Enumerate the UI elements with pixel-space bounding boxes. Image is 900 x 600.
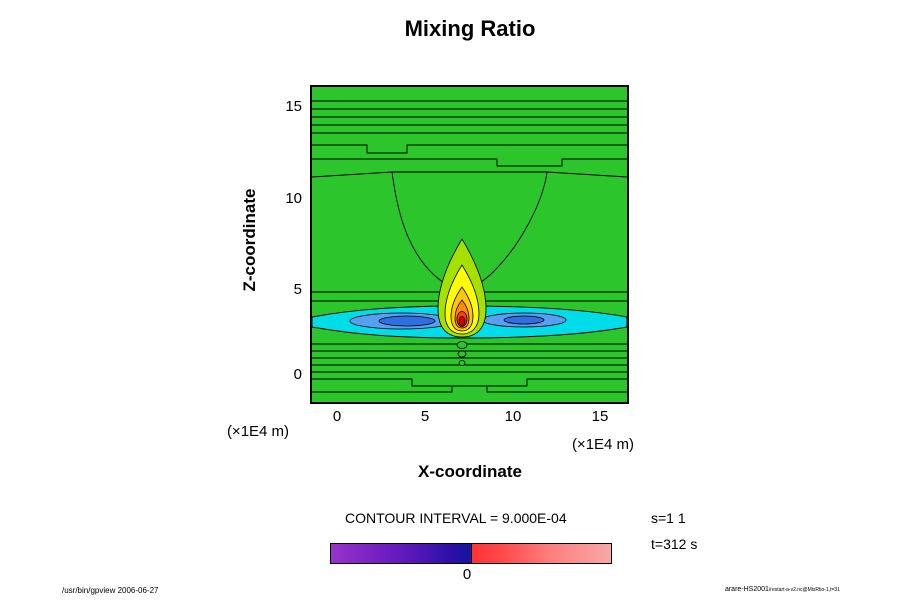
y-tick-0: 0: [293, 366, 302, 383]
chart-title: Mixing Ratio: [404, 16, 536, 41]
time-label: t=312 s: [651, 536, 698, 552]
x-tick-5: 5: [420, 408, 430, 425]
y-axis-label: Z-coordinate: [240, 188, 259, 292]
y-tick-5: 5: [293, 281, 302, 298]
y-tick-15: 15: [285, 98, 302, 115]
footer-dataset-text: arare-HS2001/restart-a-v2.nc@MixRtio-1,t…: [640, 586, 840, 593]
x-axis-label: X-coordinate: [418, 462, 522, 481]
y-axis-unit: (×1E4 m): [226, 423, 290, 440]
contour-plot-canvas: [312, 87, 627, 402]
x-axis-unit: (×1E4 m): [571, 436, 635, 453]
contour-plot: [310, 85, 629, 404]
colorbar: [330, 543, 612, 564]
x-tick-10: 10: [504, 408, 522, 425]
footer-command-text: /usr/bin/gpview 2006-06-27: [62, 586, 159, 595]
y-tick-10: 10: [285, 190, 302, 207]
colorbar-zero-label: 0: [462, 566, 472, 583]
x-tick-0: 0: [332, 408, 342, 425]
slice-label: s=1 1: [651, 510, 686, 526]
contour-interval-label: CONTOUR INTERVAL = 9.000E-04: [345, 510, 567, 526]
colorbar-zero-tick: [471, 544, 472, 563]
x-tick-15: 15: [591, 408, 609, 425]
footer-dataset-main: arare-HS2001: [724, 586, 769, 593]
footer-dataset-sub: /restart-a-v2.nc@MixRtio-1,t=31: [768, 587, 840, 593]
